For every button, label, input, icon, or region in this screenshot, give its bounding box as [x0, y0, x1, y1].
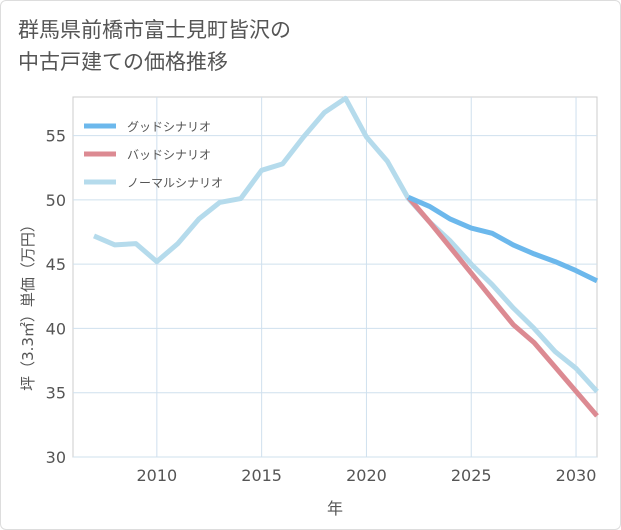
x-tick-label: 2030: [556, 466, 597, 485]
title-line-2: 中古戸建ての価格推移: [18, 50, 228, 74]
y-tick-label: 50: [46, 191, 66, 210]
x-tick-label: 2025: [451, 466, 492, 485]
y-tick-label: 55: [46, 127, 66, 146]
legend-label-2: バッドシナリオ: [127, 148, 211, 162]
chart-title: 群馬県前橋市富士見町皆沢の 中古戸建ての価格推移: [18, 14, 291, 78]
y-tick-label: 35: [46, 384, 66, 403]
series-line-2: [406, 195, 599, 418]
series-layer: [93, 95, 599, 418]
x-tick-label: 2015: [241, 466, 282, 485]
x-axis-label: 年: [327, 499, 343, 518]
grid: [72, 96, 598, 458]
y-tick-label: 30: [46, 448, 66, 467]
legend-label-3: ノーマルシナリオ: [127, 176, 223, 190]
y-tick-label: 40: [46, 319, 66, 338]
series-line-3: [93, 95, 599, 394]
x-tick-label: 2010: [136, 466, 177, 485]
x-tick-label: 2020: [346, 466, 387, 485]
title-line-1: 群馬県前橋市富士見町皆沢の: [18, 18, 291, 42]
series-line-1: [407, 195, 599, 284]
y-axis-label: 坪（3.3㎡）単価（万円）: [19, 217, 37, 391]
legend-label-1: グッドシナリオ: [127, 120, 211, 134]
axes: 2010 2015 2020 2025 2030 30 35 40 45 50 55 年 坪（3.3㎡）…: [19, 127, 596, 518]
y-tick-label: 45: [46, 255, 66, 274]
